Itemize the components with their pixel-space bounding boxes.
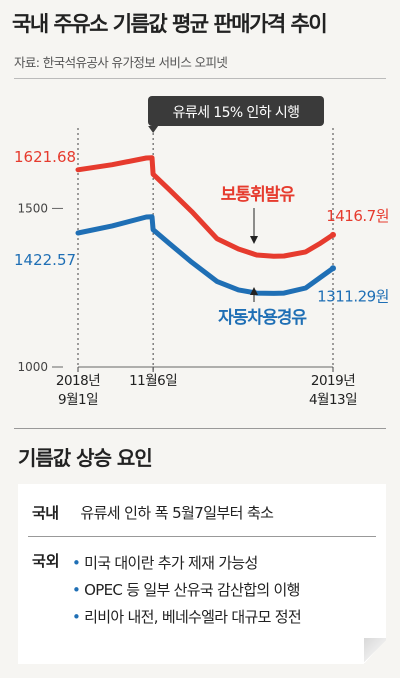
domestic-factor: 국내 유류세 인하 폭 5월7일부터 축소 bbox=[32, 502, 274, 523]
x-tick-label: 2019년 bbox=[311, 373, 355, 389]
factors-title: 기름값 상승 요인 bbox=[18, 446, 153, 470]
x-tick-label: 9월1일 bbox=[58, 392, 98, 408]
x-tick-label: 2018년 bbox=[56, 373, 100, 389]
end-label-gasoline: 1416.7원 bbox=[326, 207, 389, 225]
page-fold-corner bbox=[364, 638, 386, 664]
callout-pointer bbox=[148, 126, 159, 133]
x-tick-label: 4월13일 bbox=[309, 392, 357, 408]
x-tick-label: 11월6일 bbox=[129, 373, 177, 389]
page-title: 국내 주유소 기름값 평균 판매가격 추이 bbox=[12, 12, 328, 36]
card-divider bbox=[28, 536, 376, 537]
list-item: • OPEC 등 일부 산유국 감산합의 이행 bbox=[72, 581, 300, 599]
series-label-diesel: 자동차용경유 bbox=[218, 308, 307, 328]
chart-divider bbox=[14, 428, 386, 429]
end-marker bbox=[330, 265, 336, 272]
domestic-text: 유류세 인하 폭 5월7일부터 축소 bbox=[80, 504, 274, 522]
y-tick-label: 1000 bbox=[17, 360, 48, 374]
callout-text: 유류세 15% 인하 시행 bbox=[173, 105, 300, 121]
callout-box bbox=[148, 96, 324, 126]
pointer-arrow-icon bbox=[250, 236, 258, 244]
series-line bbox=[75, 155, 336, 259]
domestic-key: 국내 bbox=[32, 504, 59, 522]
bullet-icon: • bbox=[72, 581, 81, 599]
factors-card: 국내 유류세 인하 폭 5월7일부터 축소 국외 • 미국 대이란 추가 제재 가능… bbox=[18, 484, 386, 664]
y-tick-label: 1500 bbox=[17, 201, 48, 215]
list-item: • 리비아 내전, 베네수엘라 대규모 정전 bbox=[72, 608, 302, 626]
list-item: • 미국 대이란 추가 제재 가능성 bbox=[72, 554, 258, 572]
end-label-diesel: 1311.29원 bbox=[317, 287, 389, 305]
start-label-gasoline: 1621.68 bbox=[14, 148, 76, 166]
price-trend-chart: 1500 1000 2018년 9월1일 11월6일 2019년 4월13일 1621.68 1… bbox=[14, 96, 390, 408]
title-divider bbox=[14, 78, 386, 79]
end-marker bbox=[330, 231, 336, 238]
series-label-gasoline: 보통휘발유 bbox=[221, 184, 296, 205]
international-list: • 미국 대이란 추가 제재 가능성 • OPEC 등 일부 산유국 감산합의 이행… bbox=[72, 550, 302, 631]
international-key: 국외 bbox=[32, 552, 60, 570]
start-label-diesel: 1422.57 bbox=[14, 251, 76, 269]
source-note: 자료: 한국석유공사 유가정보 서비스 오피넷 bbox=[14, 55, 228, 70]
bullet-icon: • bbox=[72, 608, 81, 626]
bullet-icon: • bbox=[72, 554, 81, 572]
pointer-arrow-icon bbox=[250, 287, 258, 295]
